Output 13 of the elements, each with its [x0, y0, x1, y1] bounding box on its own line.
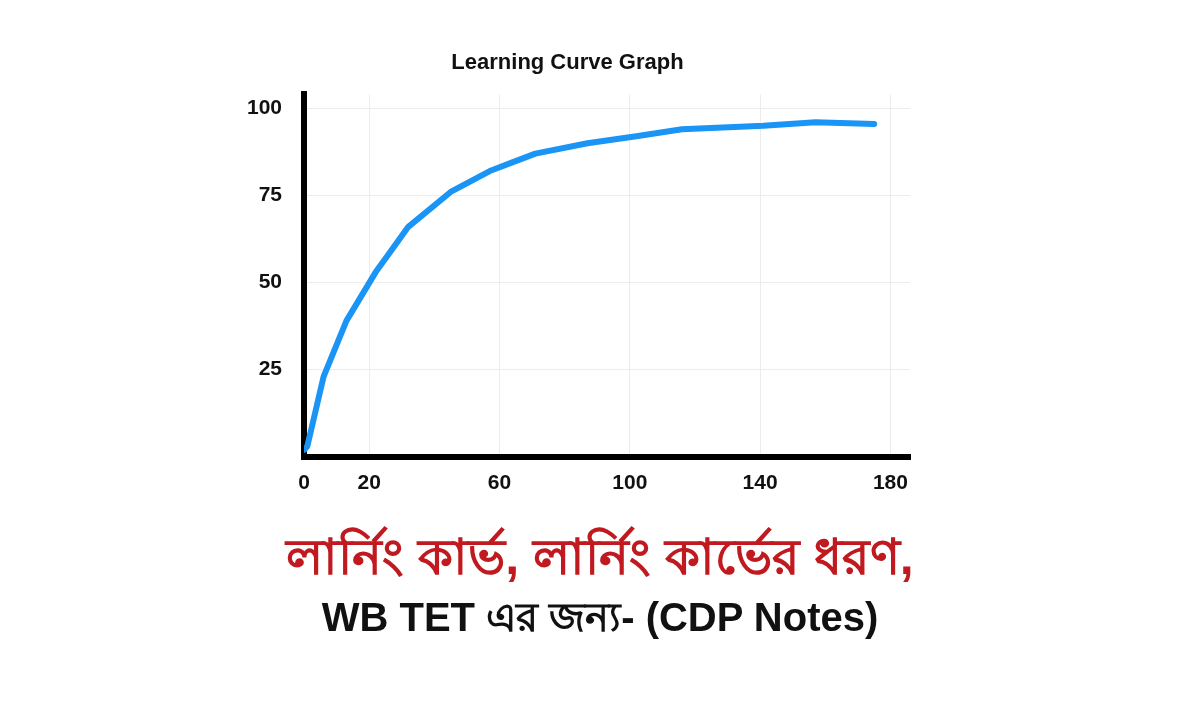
x-tick-label: 100	[612, 470, 648, 494]
x-tick-label: 140	[742, 470, 778, 494]
x-tick-label: 180	[872, 470, 908, 494]
text: WB TET এর জন্য- (CDP Notes)	[320, 594, 880, 641]
chart-title: Learning Curve Graph	[451, 49, 684, 75]
y-tick-label: 25	[258, 356, 283, 380]
text: লার্নিং কার্ভ, লার্নিং কার্ভের ধরণ,	[283, 525, 915, 587]
x-tick-label: 20	[357, 470, 381, 494]
x-tick-label: 60	[487, 470, 512, 494]
x-tick-label: 0	[298, 470, 310, 494]
y-tick-label: 100	[246, 95, 283, 119]
y-tick-label: 75	[258, 182, 283, 206]
y-tick-label: 50	[258, 269, 283, 293]
